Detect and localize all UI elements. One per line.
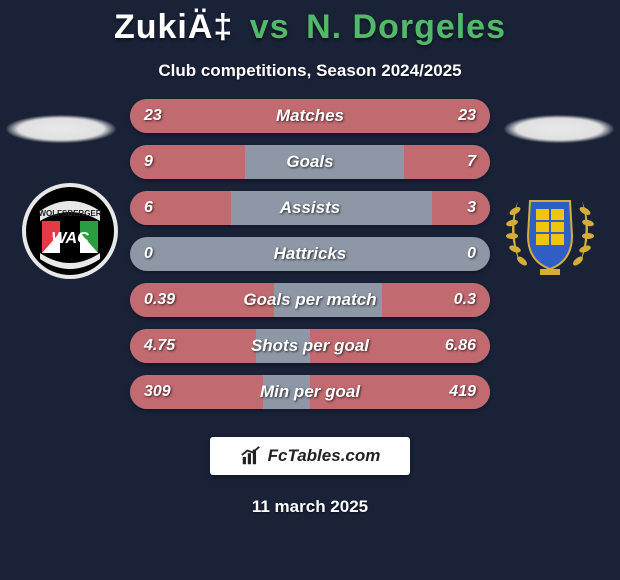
club-badge-left: WOLFSBERGER WAC — [20, 181, 120, 281]
stat-value-right: 23 — [458, 107, 476, 125]
stat-value-left: 309 — [144, 383, 171, 401]
stat-row: 4.75 6.86 Shots per goal — [130, 329, 490, 363]
stat-value-right: 419 — [449, 383, 476, 401]
wac-badge-icon: WOLFSBERGER WAC — [20, 181, 120, 281]
stat-row: 309 419 Min per goal — [130, 375, 490, 409]
stat-label: Min per goal — [260, 382, 360, 402]
stat-fill-right — [404, 145, 490, 179]
wreath-shield-badge-icon — [500, 181, 600, 281]
stat-label: Goals per match — [243, 290, 376, 310]
stat-value-right: 0.3 — [454, 291, 476, 309]
brand-text: FcTables.com — [268, 446, 381, 466]
stat-value-right: 7 — [467, 153, 476, 171]
player1-shadow — [6, 115, 116, 143]
stat-value-left: 4.75 — [144, 337, 175, 355]
stat-row: 0 0 Hattricks — [130, 237, 490, 271]
date-label: 11 march 2025 — [0, 497, 620, 517]
stat-label: Shots per goal — [251, 336, 369, 356]
stat-label: Goals — [286, 152, 333, 172]
stat-label: Assists — [280, 198, 340, 218]
stat-label: Matches — [276, 106, 344, 126]
stat-value-left: 23 — [144, 107, 162, 125]
stat-value-left: 0 — [144, 245, 153, 263]
bar-chart-icon — [240, 445, 262, 467]
stat-row: 23 23 Matches — [130, 99, 490, 133]
brand-badge: FcTables.com — [210, 437, 410, 475]
stat-value-left: 0.39 — [144, 291, 175, 309]
stat-label: Hattricks — [274, 244, 347, 264]
player2-shadow — [504, 115, 614, 143]
stat-value-right: 6.86 — [445, 337, 476, 355]
stat-row: 0.39 0.3 Goals per match — [130, 283, 490, 317]
comparison-arena: WOLFSBERGER WAC — [0, 99, 620, 409]
stat-row: 9 7 Goals — [130, 145, 490, 179]
stat-value-left: 9 — [144, 153, 153, 171]
page-title: ZukiÄ‡ vs N. Dorgeles — [0, 0, 620, 47]
club-badge-right — [500, 181, 600, 281]
player2-name: N. Dorgeles — [306, 8, 506, 46]
badge-text: WAC — [51, 230, 89, 247]
subtitle: Club competitions, Season 2024/2025 — [0, 61, 620, 81]
stat-row: 6 3 Assists — [130, 191, 490, 225]
stat-value-left: 6 — [144, 199, 153, 217]
svg-text:WOLFSBERGER: WOLFSBERGER — [38, 209, 101, 218]
vs-label: vs — [250, 8, 290, 46]
stat-value-right: 3 — [467, 199, 476, 217]
stats-list: 23 23 Matches 9 7 Goals 6 3 Assists 0 0 Hattricks 0.… — [130, 99, 490, 409]
stat-fill-right — [432, 191, 490, 225]
stat-value-right: 0 — [467, 245, 476, 263]
player1-name: ZukiÄ‡ — [114, 8, 233, 46]
